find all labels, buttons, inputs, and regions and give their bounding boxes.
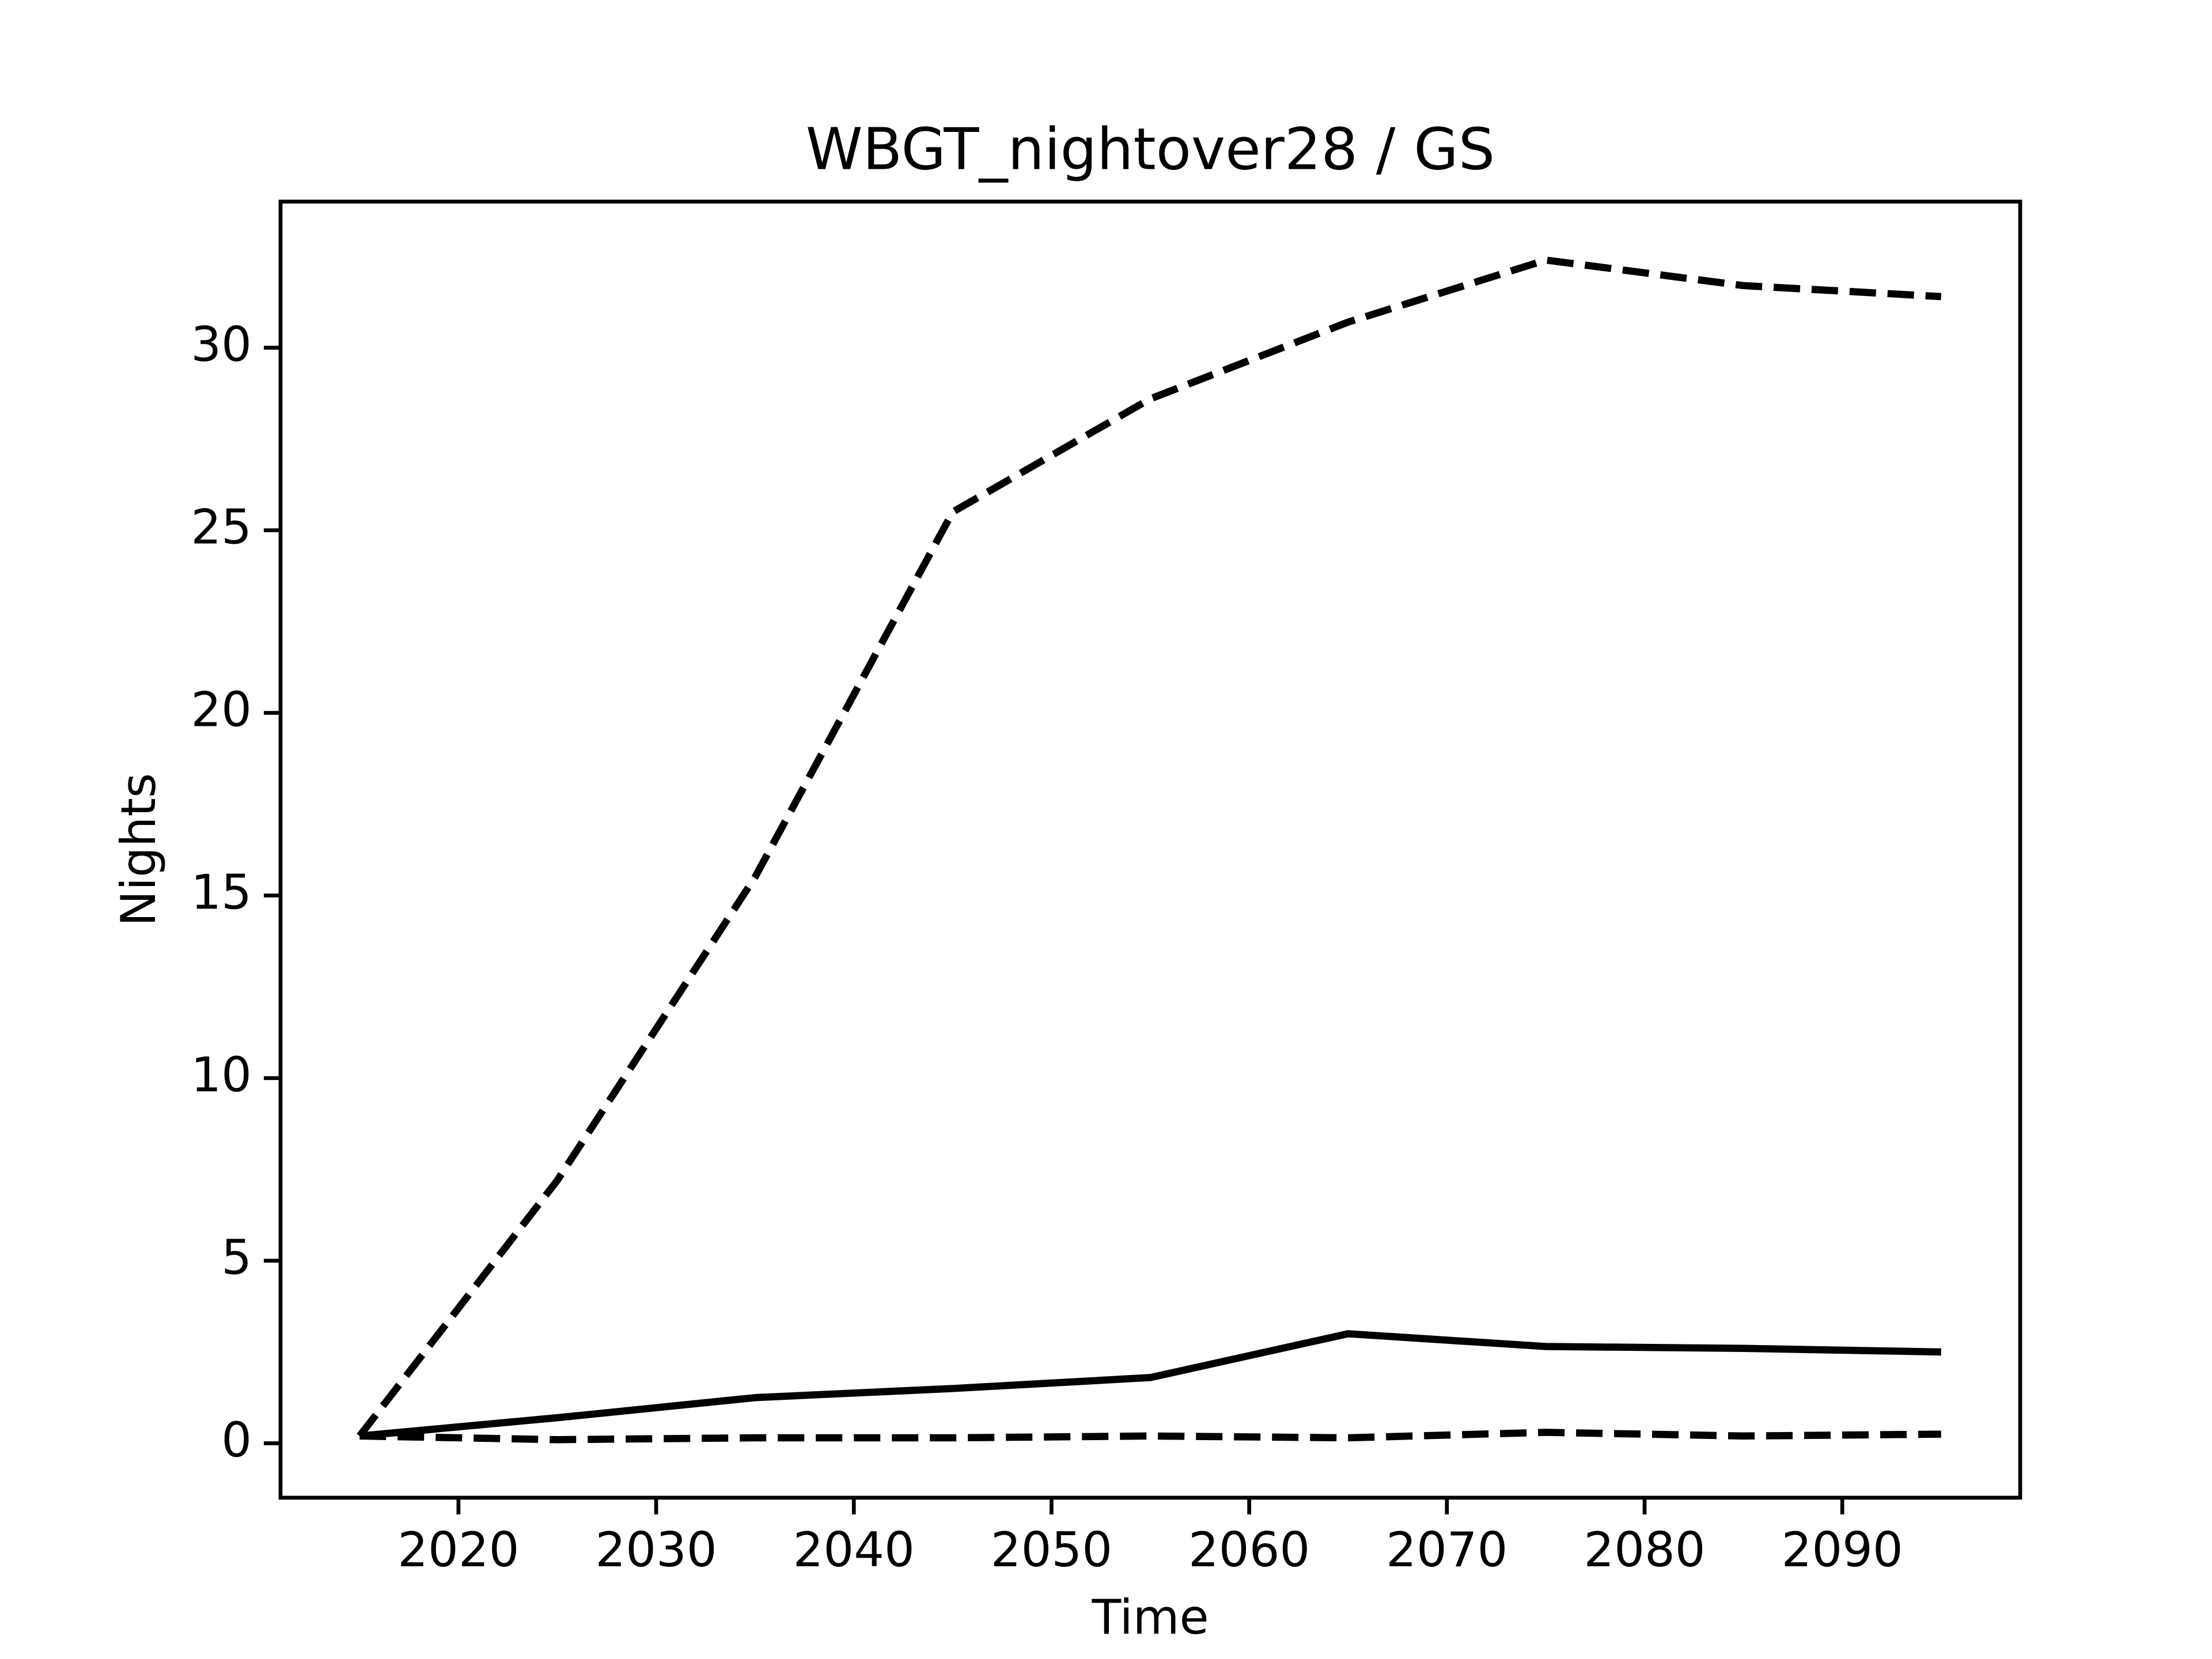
- x-tick-label: 2080: [1584, 1522, 1705, 1578]
- x-tick-label: 2050: [991, 1522, 1112, 1578]
- plot-frame: [278, 199, 2022, 1500]
- x-tick-label: 2030: [595, 1522, 717, 1578]
- y-axis-label: Nights: [111, 773, 166, 926]
- y-tick-label: 30: [191, 317, 252, 373]
- y-tick-label: 5: [221, 1229, 252, 1285]
- line-series: [359, 1330, 1941, 1440]
- line-series: [357, 256, 1942, 1438]
- y-tick-label: 10: [191, 1047, 252, 1103]
- y-tick-label: 20: [191, 682, 252, 738]
- x-axis-label: Time: [1091, 1589, 1209, 1645]
- x-tick-label: 2060: [1188, 1522, 1310, 1578]
- x-tick-label: 2020: [397, 1522, 519, 1578]
- y-tick-label: 15: [191, 865, 252, 921]
- y-tick-label: 0: [221, 1412, 252, 1468]
- x-tick-label: 2070: [1386, 1522, 1508, 1578]
- y-tick-label: 25: [191, 499, 252, 555]
- x-tick-label: 2040: [793, 1522, 915, 1578]
- chart-title: WBGT_nightover28 / GS: [806, 115, 1495, 183]
- x-tick-label: 2090: [1782, 1522, 1903, 1578]
- line-series: [359, 1429, 1941, 1444]
